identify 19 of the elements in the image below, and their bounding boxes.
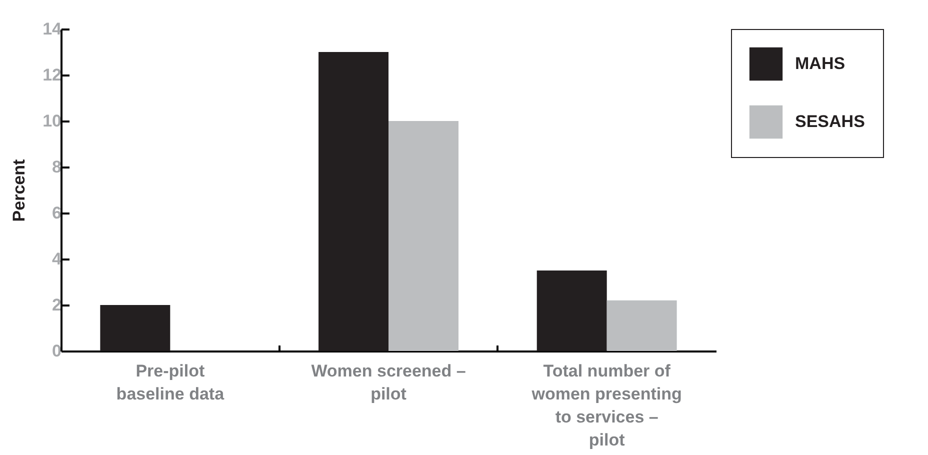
bar [606,300,677,351]
x-tick-label: Pre-pilot baseline data [116,362,225,404]
x-tick-label: Women screened – pilot [311,362,466,404]
bar [318,52,388,351]
bar [388,121,458,351]
legend-label: SESAHS [795,112,865,131]
y-tick-label: 2 [52,296,62,314]
y-tick-label: 10 [42,112,62,130]
y-tick-label: 6 [52,204,62,222]
bar [536,270,607,351]
y-axis-title: Percent [10,158,29,222]
bar [100,305,170,351]
y-tick-label: 8 [52,158,62,176]
y-tick-label: 14 [42,20,62,38]
y-tick-label: 12 [42,66,62,84]
y-tick-label: 0 [52,342,62,360]
y-tick-label: 4 [52,250,62,268]
legend-label: MAHS [795,54,846,73]
x-tick-label: Total number of women presenting to services – pilot [530,362,682,450]
